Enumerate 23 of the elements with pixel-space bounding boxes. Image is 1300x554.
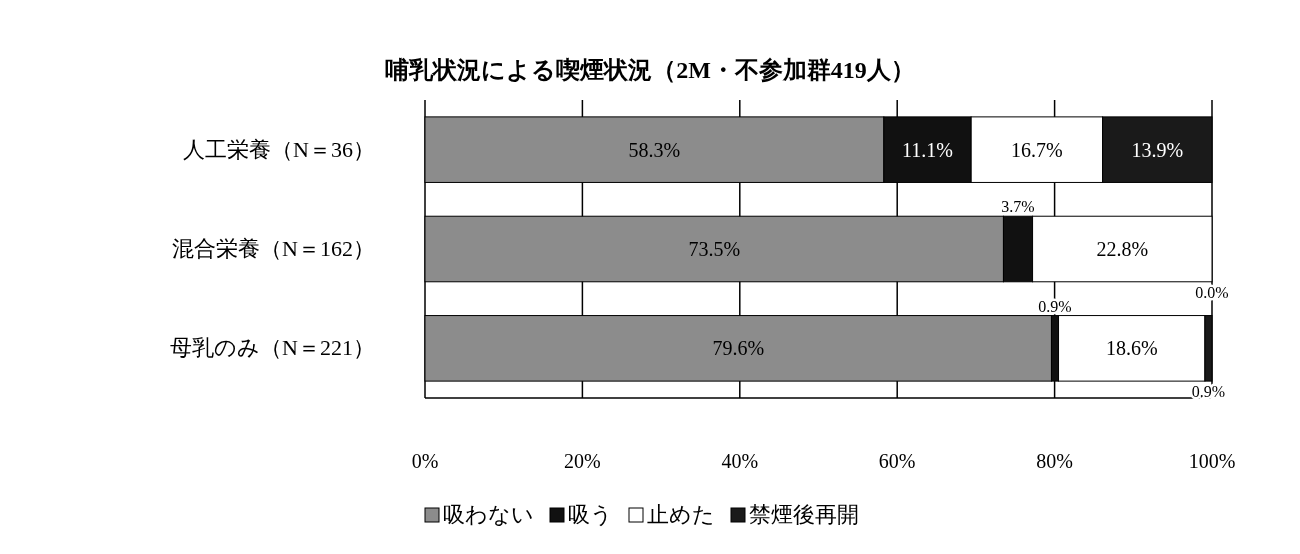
y-tick-label: 母乳のみ（N＝221） — [170, 335, 375, 361]
data-label: 73.5% — [688, 238, 741, 260]
x-tick-label: 40% — [721, 450, 759, 472]
data-label: 3.7% — [1001, 198, 1035, 216]
legend-label: 禁煙後再開 — [749, 502, 859, 527]
x-tick-label: 80% — [1036, 450, 1073, 472]
data-label: 16.7% — [1011, 138, 1063, 161]
legend-label: 吸う — [568, 502, 613, 527]
data-label: 79.6% — [712, 337, 765, 360]
x-tick-label: 100% — [1188, 450, 1236, 472]
x-tick-label: 20% — [564, 450, 601, 472]
legend-label: 止めた — [647, 502, 715, 527]
data-label: 18.6% — [1105, 337, 1158, 360]
chart-title: 哺乳状況による喫煙状況（2M・不参加群419人） — [385, 57, 915, 83]
data-label: 58.3% — [628, 138, 681, 161]
y-tick-label: 混合栄養（N＝162） — [172, 236, 375, 261]
data-label: 22.8% — [1096, 238, 1149, 260]
data-label: 11.1% — [902, 138, 953, 161]
data-label: 13.9% — [1131, 138, 1184, 161]
y-tick-label: 人工栄養（N＝36） — [183, 136, 375, 162]
x-tick-label: 60% — [878, 450, 916, 472]
legend-label: 吸わない — [443, 502, 534, 527]
x-tick-label: 0% — [411, 450, 439, 472]
